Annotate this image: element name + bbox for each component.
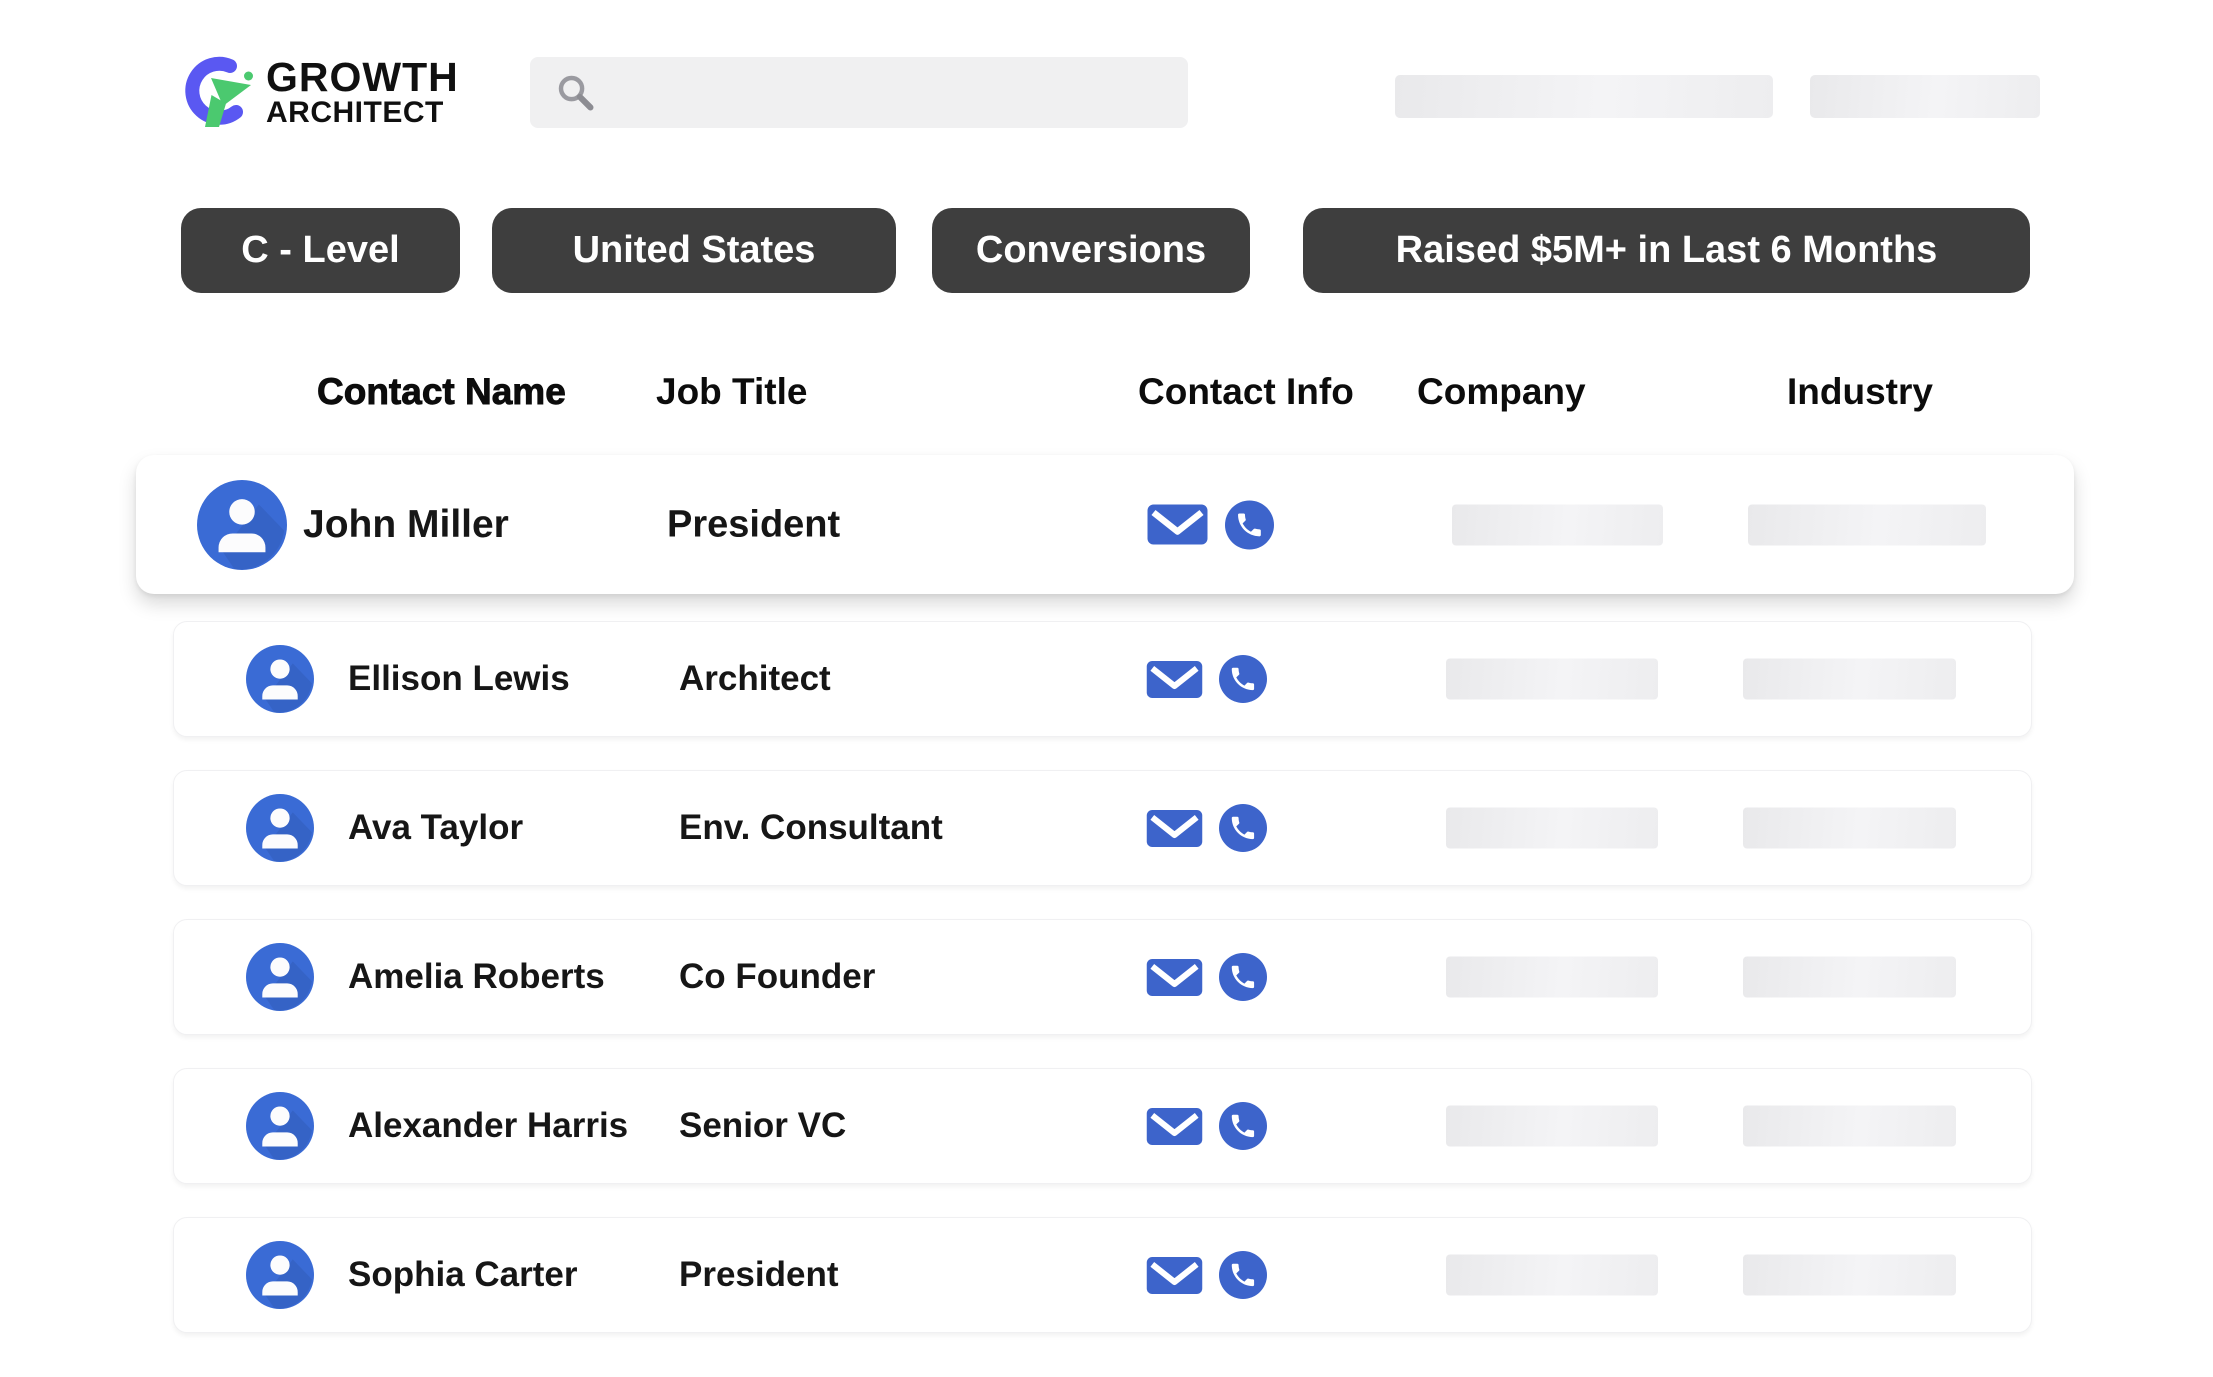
contact-name: Amelia Roberts [348, 957, 605, 996]
company-placeholder [1446, 1105, 1658, 1147]
brand-name: GROWTH ARCHITECT [266, 53, 459, 129]
contact-info-icons [1146, 655, 1267, 703]
search-icon [558, 75, 594, 110]
contact-name: Ava Taylor [348, 808, 524, 847]
table-row[interactable]: Ellison Lewis Architect [173, 621, 2032, 737]
industry-placeholder [1743, 956, 1956, 998]
email-icon[interactable] [1146, 1256, 1203, 1294]
phone-icon[interactable] [1219, 655, 1267, 703]
industry-placeholder [1743, 807, 1956, 849]
contact-info-icons [1146, 804, 1267, 852]
header-contact-info: Contact Info [1138, 371, 1354, 412]
table-row[interactable]: John Miller President [136, 455, 2074, 594]
table-row[interactable]: Sophia Carter President [173, 1217, 2032, 1333]
contact-info-icons [1146, 1102, 1267, 1150]
header-job-title: Job Title [656, 371, 808, 412]
job-title: Env. Consultant [679, 808, 943, 847]
email-icon[interactable] [1147, 504, 1208, 545]
industry-placeholder [1743, 1254, 1956, 1296]
table-row[interactable]: Alexander Harris Senior VC [173, 1068, 2032, 1184]
person-icon [246, 645, 314, 713]
contact-name: Alexander Harris [348, 1106, 629, 1145]
phone-icon[interactable] [1219, 1102, 1267, 1150]
job-title: Architect [679, 659, 831, 698]
company-placeholder [1446, 658, 1658, 700]
job-title: President [667, 503, 841, 545]
company-placeholder [1446, 956, 1658, 998]
search-input[interactable] [596, 57, 1188, 128]
email-icon[interactable] [1146, 809, 1203, 847]
company-placeholder [1452, 504, 1663, 545]
phone-icon[interactable] [1225, 500, 1274, 549]
filter-chip-united-states[interactable]: United States [492, 208, 896, 293]
person-icon [246, 1092, 314, 1160]
brand-name-line1: GROWTH [266, 53, 459, 100]
header-industry: Industry [1787, 371, 1933, 412]
industry-placeholder [1748, 504, 1986, 545]
header-company: Company [1417, 371, 1586, 412]
phone-icon[interactable] [1219, 1251, 1267, 1299]
header-contact-name: Contact Name [317, 371, 567, 413]
header-placeholder-2 [1810, 75, 2040, 118]
filter-chip-raised-5m[interactable]: Raised $5M+ in Last 6 Months [1303, 208, 2030, 293]
table-row[interactable]: Amelia Roberts Co Founder [173, 919, 2032, 1035]
email-icon[interactable] [1146, 1107, 1203, 1145]
search-bar[interactable] [530, 57, 1188, 128]
contact-info-icons [1146, 1251, 1267, 1299]
brand-logo: GROWTH ARCHITECT [178, 54, 459, 130]
person-icon [246, 1241, 314, 1309]
job-title: Senior VC [679, 1106, 847, 1145]
growth-architect-logo-icon [185, 56, 253, 127]
person-icon [197, 479, 287, 570]
contact-name: Ellison Lewis [348, 659, 570, 698]
person-icon [246, 794, 314, 862]
contact-info-icons [1146, 953, 1267, 1001]
filter-chip-conversions[interactable]: Conversions [932, 208, 1250, 293]
filter-chip-c-level[interactable]: C - Level [181, 208, 460, 293]
brand-name-line2: ARCHITECT [266, 95, 444, 129]
contact-name: John Miller [303, 502, 509, 546]
contact-name: Sophia Carter [348, 1255, 578, 1294]
job-title: President [679, 1255, 839, 1294]
table-row[interactable]: Ava Taylor Env. Consultant [173, 770, 2032, 886]
email-icon[interactable] [1146, 958, 1203, 996]
industry-placeholder [1743, 1105, 1956, 1147]
job-title: Co Founder [679, 957, 876, 996]
phone-icon[interactable] [1219, 804, 1267, 852]
company-placeholder [1446, 1254, 1658, 1296]
industry-placeholder [1743, 658, 1956, 700]
phone-icon[interactable] [1219, 953, 1267, 1001]
person-icon [246, 943, 314, 1011]
email-icon[interactable] [1146, 660, 1203, 698]
header-placeholder-1 [1395, 75, 1773, 118]
contact-info-icons [1147, 500, 1274, 549]
company-placeholder [1446, 807, 1658, 849]
